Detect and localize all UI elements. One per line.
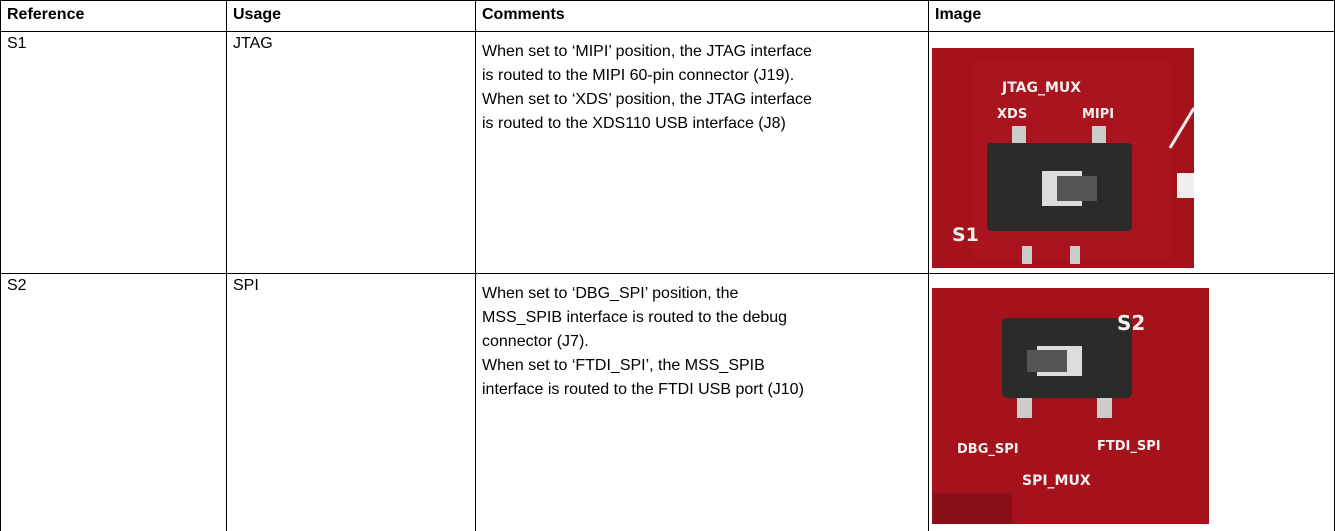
comments: When set to ‘MIPI’ position, the JTAG in… (475, 31, 929, 274)
comment-line: When set to ‘DBG_SPI’ position, the (482, 285, 739, 302)
pcb-label: S2 (1117, 311, 1145, 335)
pcb-label: DBG_SPI (957, 442, 1019, 457)
row: S2 SPI When set to ‘DBG_SPI’ position, t… (0, 273, 1335, 531)
comment-line: When set to ‘FTDI_SPI’, the MSS_SPIB (482, 357, 765, 374)
pcb-label: S1 (952, 224, 979, 246)
comment-line: is routed to the MIPI 60-pin connector (… (482, 67, 795, 84)
reference: S2 (0, 273, 227, 531)
pcb-label: SPI_MUX (1022, 473, 1091, 489)
image-cell: JTAG_MUX XDS MIPI S1 (928, 31, 1335, 274)
pcb-label: XDS (997, 107, 1027, 122)
header-cell: Comments (475, 0, 929, 32)
comment-line: is routed to the XDS110 USB interface (J… (482, 115, 786, 132)
pcb-label: FTDI_SPI (1097, 439, 1161, 454)
row: S1 JTAG When set to ‘MIPI’ position, the… (0, 31, 1335, 274)
comment-line: When set to ‘XDS’ position, the JTAG int… (482, 91, 812, 108)
comment-line: When set to ‘MIPI’ position, the JTAG in… (482, 43, 812, 60)
header-cell: Usage (226, 0, 476, 32)
comment-line: interface is routed to the FTDI USB port… (482, 381, 804, 398)
image-cell: S2 DBG_SPI FTDI_SPI SPI_MUX (928, 273, 1335, 531)
header-row: Reference Usage Comments Image (0, 0, 1335, 32)
switch-photo: S2 DBG_SPI FTDI_SPI SPI_MUX (932, 288, 1209, 524)
comment-line: connector (J7). (482, 333, 589, 350)
header-cell: Reference (0, 0, 227, 32)
usage: JTAG (226, 31, 476, 274)
header-cell: Image (928, 0, 1335, 32)
switch-photo: JTAG_MUX XDS MIPI S1 (932, 48, 1196, 268)
usage: SPI (226, 273, 476, 531)
comment-line: MSS_SPIB interface is routed to the debu… (482, 309, 788, 326)
pcb-label: JTAG_MUX (1001, 80, 1081, 96)
comments: When set to ‘DBG_SPI’ position, the MSS_S… (475, 273, 929, 531)
reference: S1 (0, 31, 227, 274)
pcb-label: MIPI (1082, 107, 1114, 122)
